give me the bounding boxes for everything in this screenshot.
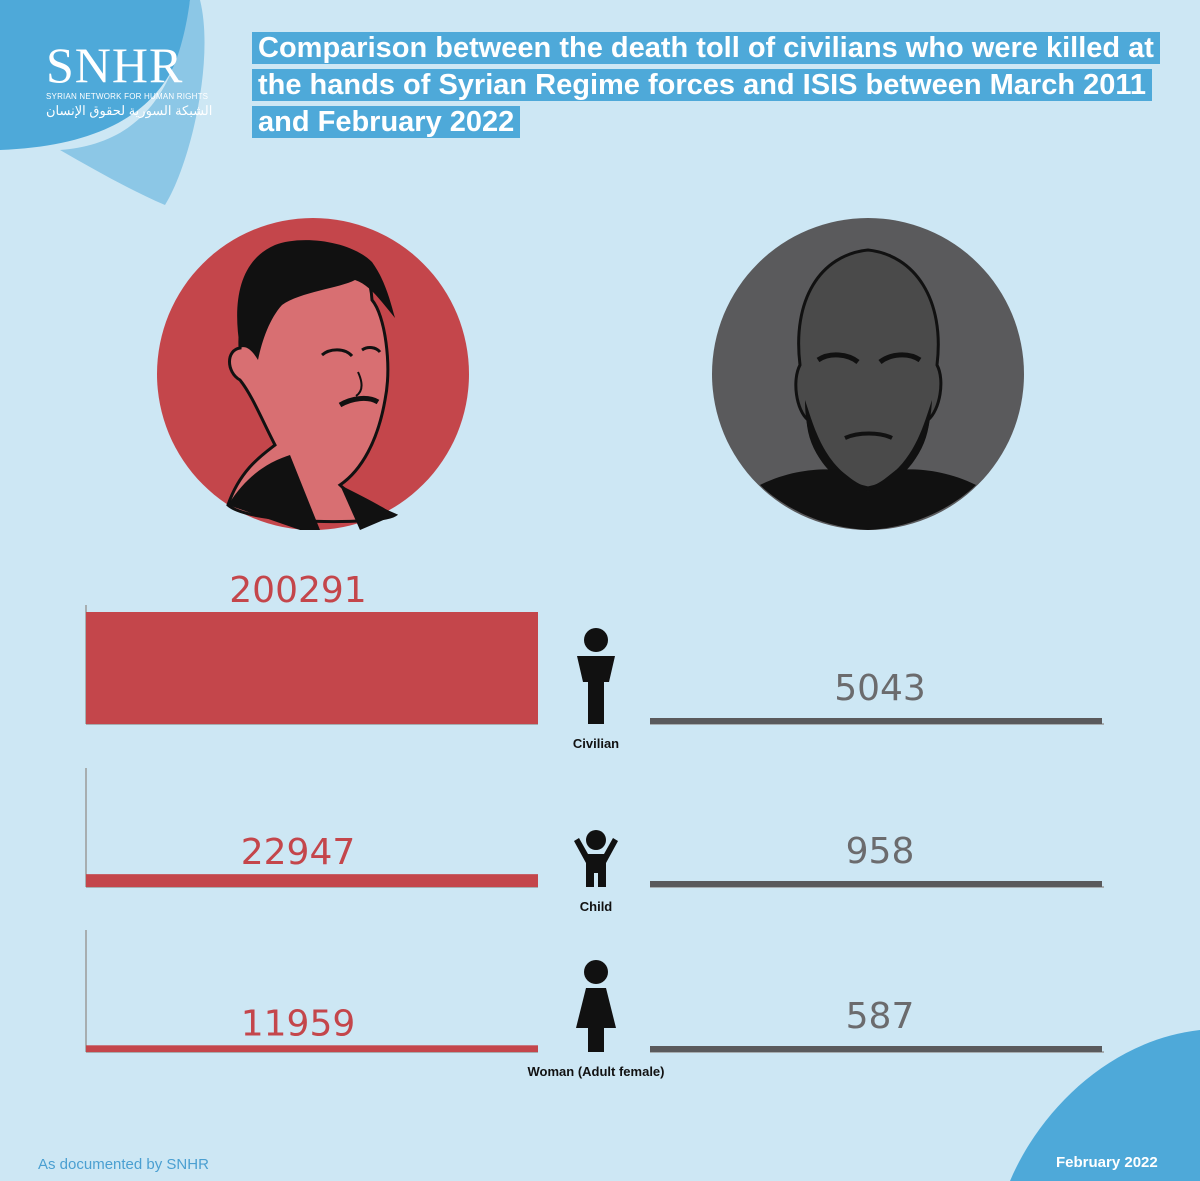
chart-bars xyxy=(86,612,1102,1052)
value-label-regime-0: 200291 xyxy=(229,570,366,611)
category-label-0: Civilian xyxy=(573,736,619,751)
value-label-regime-2: 11959 xyxy=(241,1003,356,1044)
snhr-logo: SNHR SYRIAN NETWORK FOR HUMAN RIGHTS الش… xyxy=(46,40,226,119)
child-icon xyxy=(574,830,618,887)
logo-name: SNHR xyxy=(46,37,184,93)
regime-portrait xyxy=(157,218,469,530)
value-label-isis-1: 958 xyxy=(846,831,915,872)
value-label-isis-0: 5043 xyxy=(834,668,926,709)
chart-title: Comparison between the death toll of civ… xyxy=(252,30,1192,141)
value-label-regime-1: 22947 xyxy=(241,832,356,873)
logo-arabic: الشبكة السورية لحقوق الإنسان xyxy=(46,103,213,118)
category-icons xyxy=(574,628,618,1052)
person-icon xyxy=(577,628,615,724)
bar-regime-1 xyxy=(86,874,538,887)
date-note: February 2022 xyxy=(1056,1154,1158,1171)
bar-isis-0 xyxy=(650,718,1102,724)
chart-labels: 200291 5043 Civilian 22947 958 Child 11959 587 W… xyxy=(229,570,926,1079)
bar-isis-2 xyxy=(650,1046,1102,1052)
bar-isis-1 xyxy=(650,881,1102,887)
value-label-isis-2: 587 xyxy=(846,996,915,1037)
corner-decoration-top-left-light xyxy=(60,0,205,205)
category-label-2: Woman (Adult female) xyxy=(528,1064,665,1079)
logo-subtitle: SYRIAN NETWORK FOR HUMAN RIGHTS xyxy=(46,92,209,101)
corner-decoration-bottom-right xyxy=(1010,1030,1200,1181)
bar-regime-2 xyxy=(86,1045,538,1052)
category-label-1: Child xyxy=(580,899,613,914)
isis-portrait xyxy=(712,218,1024,530)
corner-decoration-top-left xyxy=(0,0,190,150)
source-note: As documented by SNHR xyxy=(38,1156,209,1173)
bar-regime-0 xyxy=(86,612,538,724)
woman-icon xyxy=(576,960,616,1052)
chart-title-text: Comparison between the death toll of civ… xyxy=(252,32,1160,138)
